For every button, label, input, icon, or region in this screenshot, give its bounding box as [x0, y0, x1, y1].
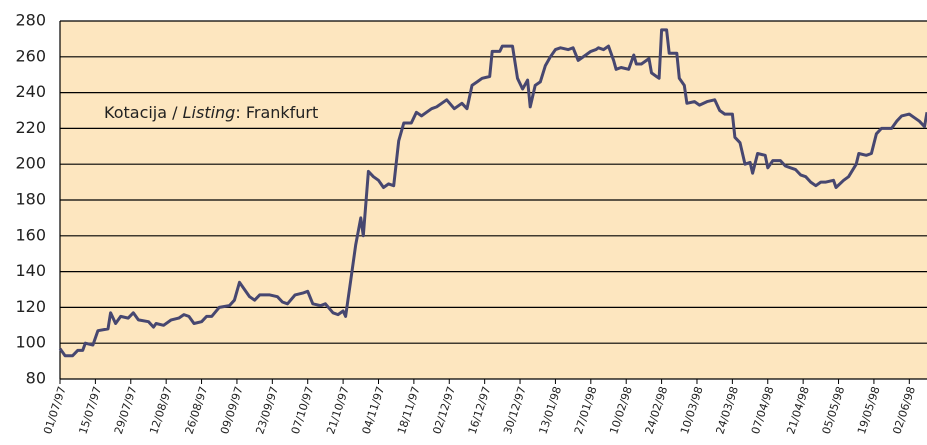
annotation-part: Kotacija /: [104, 103, 183, 122]
grid: [60, 20, 927, 380]
y-tick-label: 120: [15, 297, 46, 316]
x-tick-label: 01/07/97: [41, 385, 69, 436]
x-tick-label: 18/11/97: [395, 385, 423, 436]
x-tick-label: 02/12/97: [430, 385, 458, 436]
x-tick-label: 13/01/98: [537, 385, 565, 436]
y-tick-label: 160: [15, 225, 46, 244]
x-tick-label: 26/08/97: [183, 385, 211, 436]
x-tick-label: 21/10/97: [324, 385, 352, 436]
x-tick-label: 16/12/97: [466, 385, 494, 436]
x-tick-label: 15/07/97: [76, 385, 104, 436]
y-tick-label: 280: [15, 11, 46, 30]
x-tick-label: 10/03/98: [678, 385, 706, 436]
y-tick-label: 100: [15, 333, 46, 352]
price-line: [58, 28, 927, 358]
x-tick-label: 29/07/97: [112, 385, 140, 436]
x-tick-label: 19/05/98: [855, 385, 883, 436]
annotation-part: Listing: [183, 103, 236, 122]
annotation: Kotacija / Listing: Frankfurt: [104, 103, 318, 122]
x-tick-label: 10/02/98: [607, 385, 635, 436]
y-tick-label: 240: [15, 82, 46, 101]
x-tick-label: 30/12/97: [501, 385, 529, 436]
x-tick-label: 24/03/98: [713, 385, 741, 436]
y-tick-label: 260: [15, 46, 46, 65]
y-tick-label: 180: [15, 190, 46, 209]
x-tick-label: 24/02/98: [643, 385, 671, 436]
x-tick-label: 12/08/97: [147, 385, 175, 436]
x-tick-label: 04/11/97: [360, 385, 388, 436]
y-tick-label: 140: [15, 261, 46, 280]
y-tick-label: 80: [26, 369, 46, 388]
y-tick-label: 220: [15, 118, 46, 137]
x-tick-label: 07/10/97: [289, 385, 317, 436]
x-tick-label: 05/05/98: [820, 385, 848, 436]
annotation-part: : Frankfurt: [235, 103, 318, 122]
y-tick-label: 200: [15, 154, 46, 173]
x-tick-label: 21/04/98: [784, 385, 812, 436]
x-tick-label: 23/09/97: [253, 385, 281, 436]
x-tick-label: 09/09/97: [218, 385, 246, 436]
x-tick-label: 02/06/98: [890, 385, 918, 436]
x-tick-label: 27/01/98: [572, 385, 600, 436]
x-tick-label: 07/04/98: [749, 385, 777, 436]
